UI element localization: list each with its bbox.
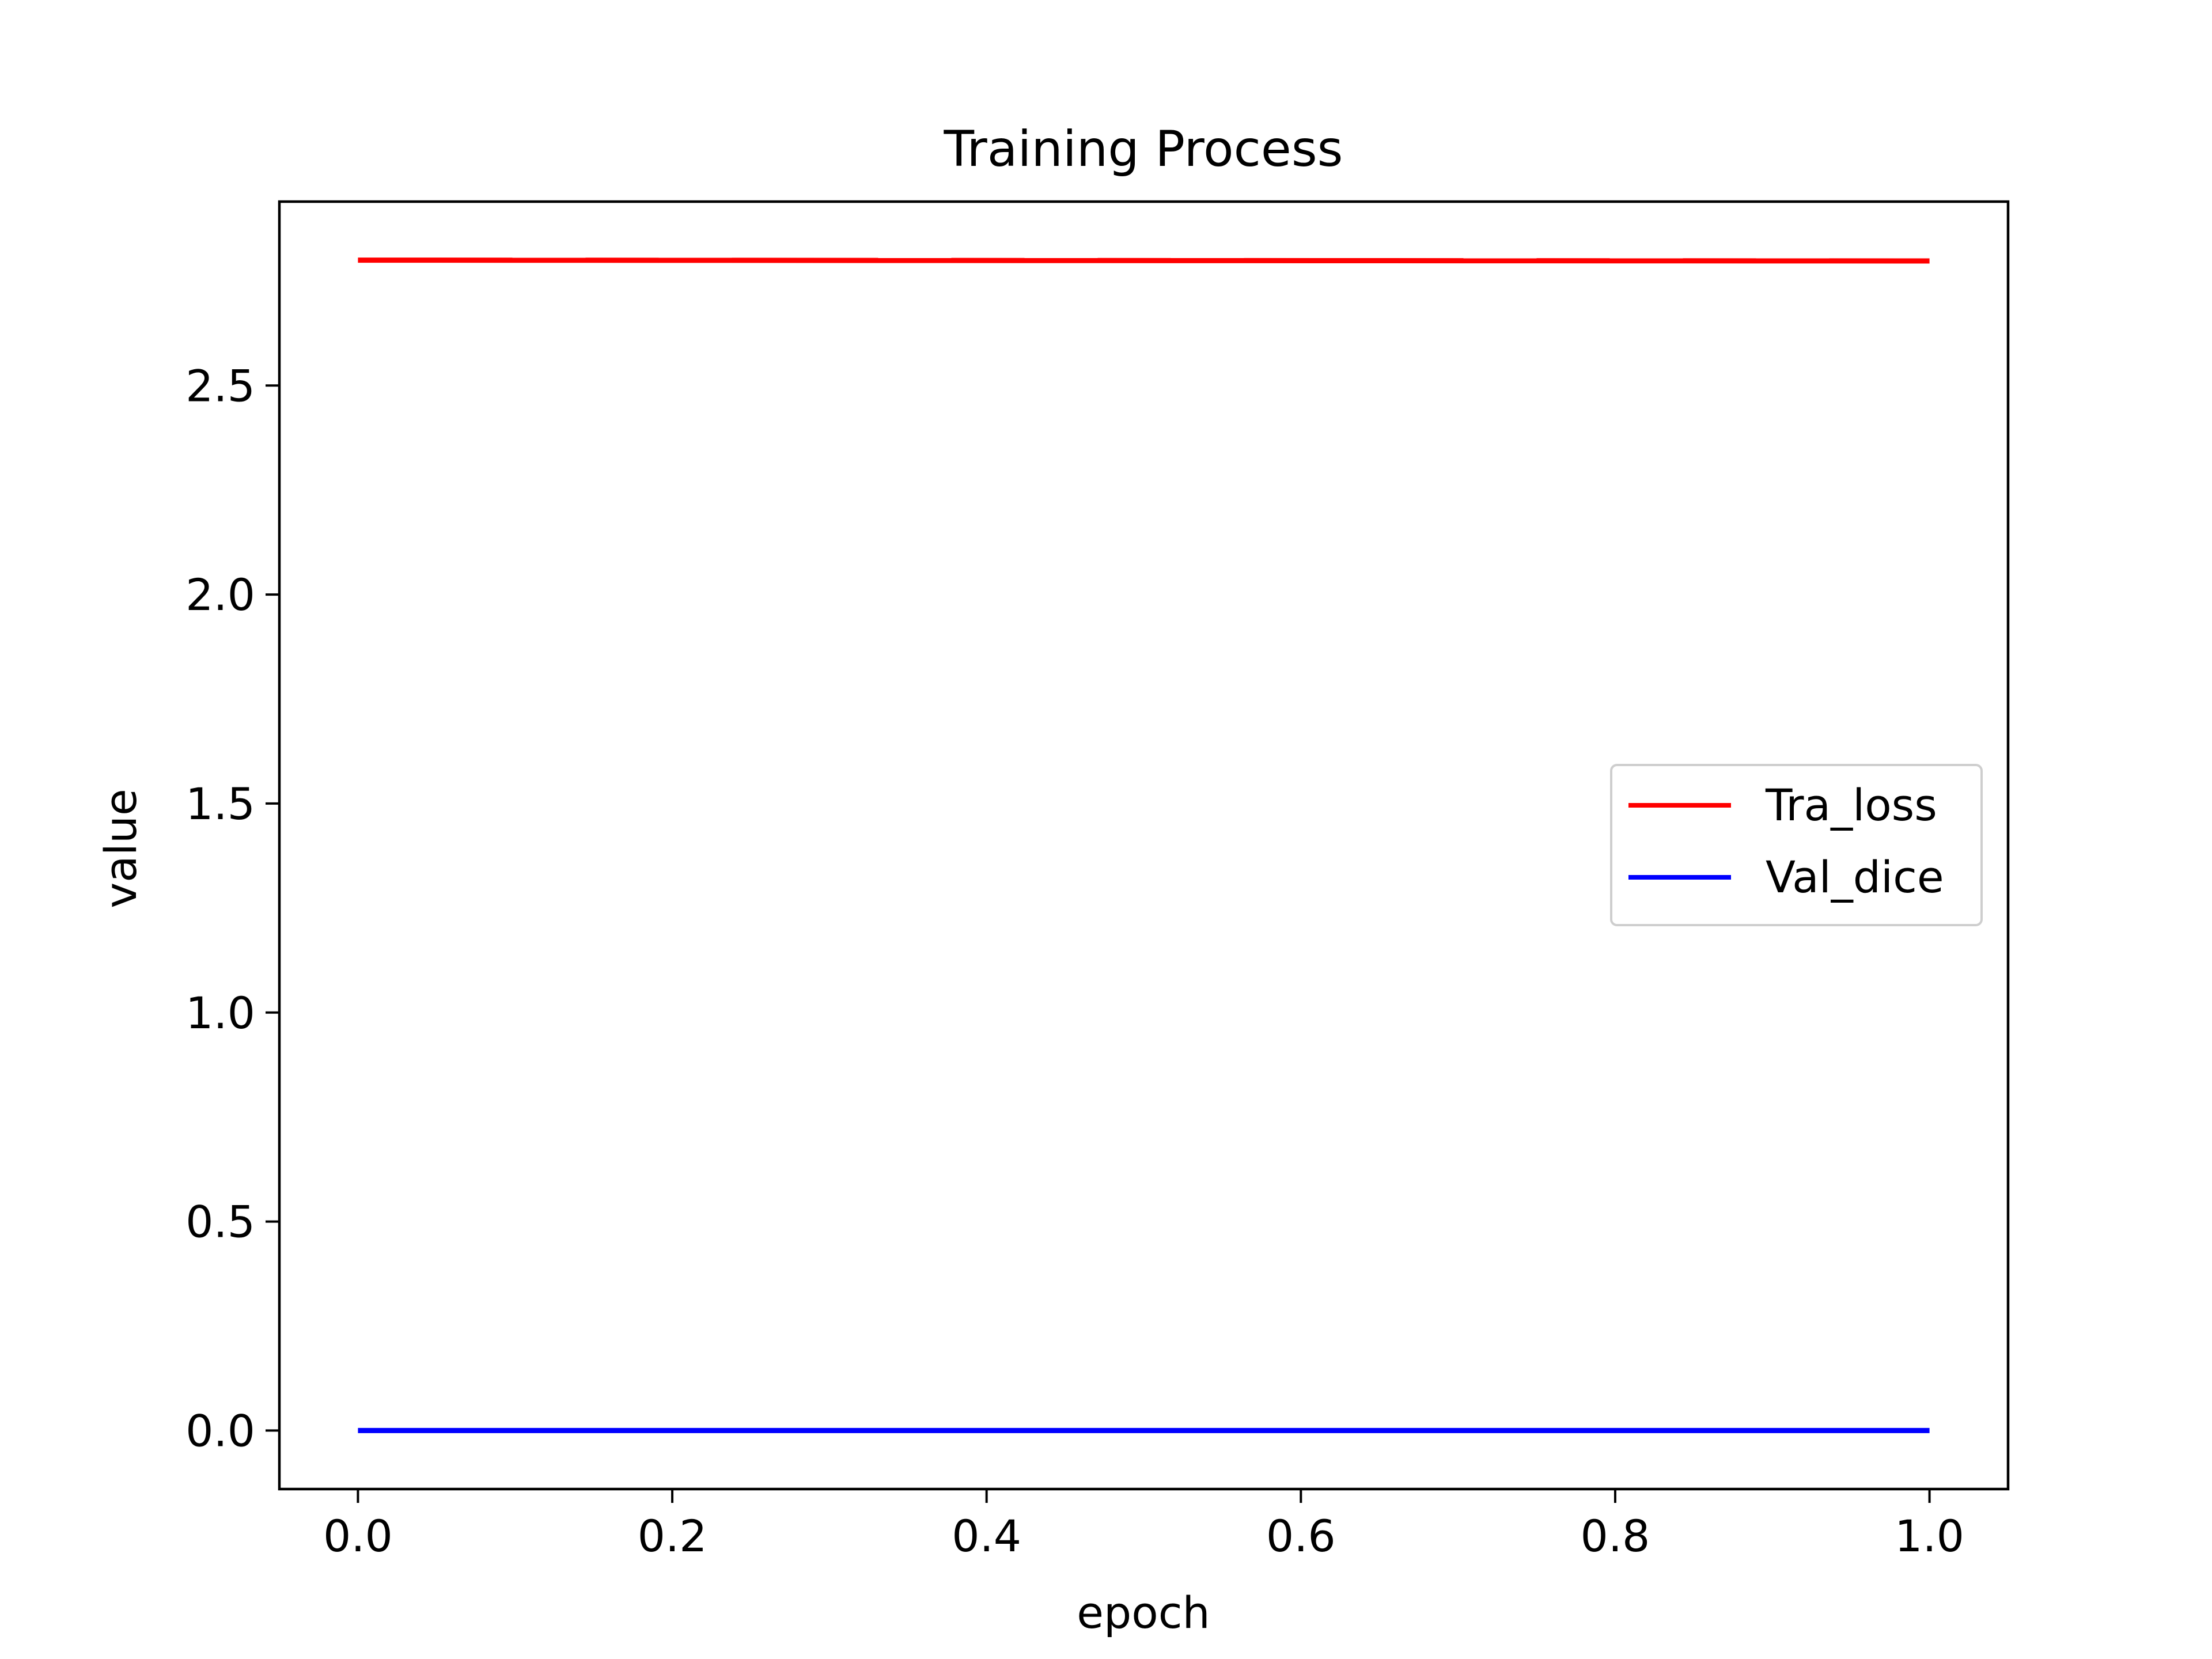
x-tick-label: 0.2 [638,1510,707,1562]
legend: Tra_loss Val_dice [1610,764,1983,926]
x-tick-label: 0.8 [1581,1510,1650,1562]
axes-frame [278,200,2010,1491]
x-axis: 0.0 0.2 0.4 0.6 0.8 1.0 [323,1489,1964,1562]
y-tick-label: 1.0 [185,987,255,1039]
x-tick-label: 0.6 [1266,1510,1336,1562]
y-axis: 0.0 0.5 1.0 1.5 2.0 2.5 [185,360,279,1456]
legend-label-val-dice: Val_dice [1766,851,1944,903]
x-tick-label: 0.0 [323,1510,393,1562]
chart-title: Training Process [944,120,1343,178]
plot-area [358,257,1930,1433]
x-tick-label: 1.0 [1895,1510,1964,1562]
y-tick-label: 2.5 [185,360,255,411]
series-line-tra-loss [358,257,1930,264]
y-axis-label: value [95,789,146,908]
y-tick-label: 0.5 [185,1196,255,1248]
x-axis-label: epoch [1077,1587,1210,1638]
y-tick-label: 2.0 [185,569,255,620]
y-tick-label: 1.5 [185,778,255,830]
x-tick-label: 0.4 [952,1510,1021,1562]
y-tick-label: 0.0 [185,1405,255,1456]
legend-label-tra-loss: Tra_loss [1765,779,1937,831]
